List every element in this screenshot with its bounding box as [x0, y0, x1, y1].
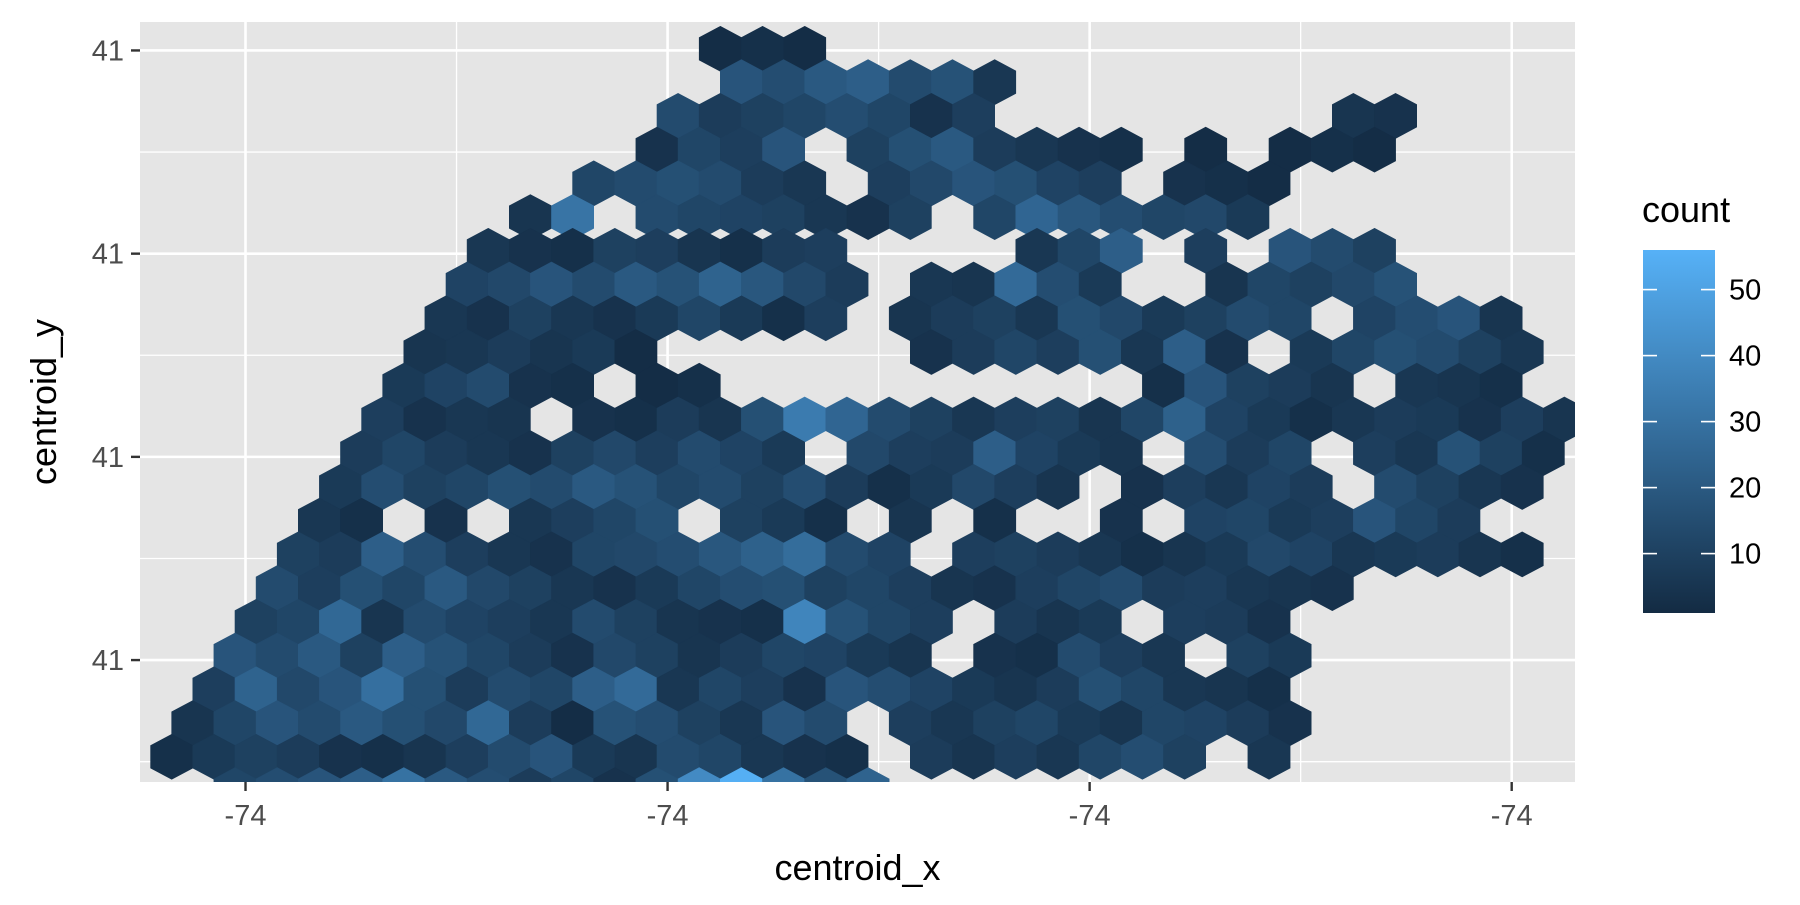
hexbin-cell [1036, 464, 1080, 510]
hexbin-cell [1310, 565, 1354, 612]
y-tick-label: 41 [92, 35, 124, 67]
legend-tick-label: 30 [1729, 407, 1761, 439]
x-tick-label: -74 [225, 800, 267, 832]
legend-tick-label: 10 [1729, 539, 1761, 571]
x-tick-label: -74 [1069, 800, 1111, 832]
hexbin-cell [1500, 464, 1544, 510]
x-axis-title: centroid_x [774, 847, 940, 888]
legend-tick-label: 40 [1729, 341, 1761, 373]
y-tick-label: 41 [92, 442, 124, 474]
hexbin-cell [846, 767, 890, 782]
hexbin-cell [888, 194, 932, 240]
legend-colorbar [1643, 250, 1715, 613]
hexbin-cell [1226, 194, 1270, 240]
hexbin-cell [1163, 733, 1206, 780]
hexbin-cells [150, 25, 1575, 782]
hexbin-cell [1353, 126, 1396, 173]
hexbin-cell [1247, 733, 1291, 780]
legend: count 10 20 30 40 50 [1642, 189, 1761, 613]
legend-title: count [1642, 189, 1730, 230]
y-axis-title: centroid_y [23, 319, 64, 485]
hexbin-cell [1500, 531, 1544, 578]
legend-ticks: 10 20 30 40 50 [1643, 275, 1761, 571]
legend-tick-label: 50 [1729, 275, 1761, 307]
legend-tick-label: 20 [1729, 473, 1761, 505]
y-tick-label: 41 [92, 645, 124, 677]
y-tick-label: 41 [92, 239, 124, 271]
y-axis: 41 41 41 41 [92, 35, 140, 677]
x-axis: -74 -74 -74 -74 [225, 782, 1533, 832]
hexbin-cell [804, 295, 848, 342]
x-tick-label: -74 [647, 800, 689, 832]
x-tick-label: -74 [1491, 800, 1533, 832]
